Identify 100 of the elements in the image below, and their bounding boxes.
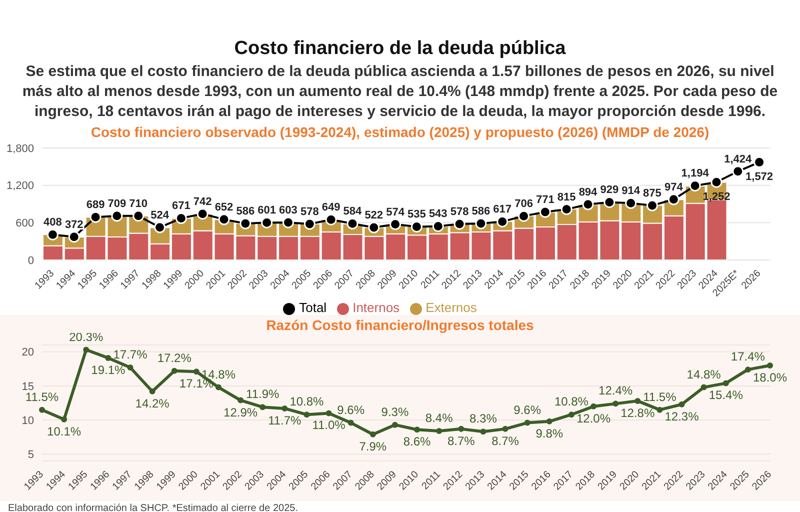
data-label: 771 — [536, 194, 554, 206]
point — [390, 218, 402, 230]
data-label: 875 — [643, 188, 662, 200]
point — [436, 428, 442, 434]
data-label: 1,424 — [724, 153, 753, 166]
point — [568, 412, 574, 418]
point — [590, 403, 597, 410]
point — [480, 428, 486, 435]
chart-title: Razón Costo financiero/Ingresos totales — [266, 317, 534, 333]
data-label: 710 — [129, 198, 148, 210]
point — [700, 384, 707, 390]
y-tick-label: 600 — [16, 218, 34, 230]
point — [326, 410, 332, 416]
data-label: 578 — [450, 206, 469, 218]
data-label: 12.0% — [576, 411, 611, 426]
data-label: 586 — [236, 206, 255, 218]
data-label: 10.8% — [554, 394, 589, 409]
y-tick-label: 20 — [22, 346, 34, 359]
data-label: 706 — [514, 198, 533, 210]
data-label: 522 — [364, 210, 384, 222]
data-label: 12.8% — [620, 406, 655, 420]
y-tick-label: 10 — [22, 414, 34, 427]
point — [105, 354, 112, 361]
legend-label: Total — [299, 300, 327, 315]
point — [218, 214, 230, 226]
data-label: 584 — [343, 206, 363, 218]
point — [524, 420, 530, 426]
data-label: 9.3% — [381, 404, 409, 419]
data-label: 914 — [622, 185, 641, 198]
data-label: 14.2% — [135, 396, 170, 410]
data-label: 689 — [86, 199, 105, 212]
point — [304, 218, 316, 230]
data-label: 10.1% — [47, 424, 82, 438]
point — [646, 200, 658, 212]
data-label: 408 — [44, 216, 62, 229]
point — [154, 222, 166, 234]
data-label: 671 — [172, 200, 190, 212]
y-tick-label: 1,800 — [6, 142, 34, 155]
point — [46, 228, 58, 240]
point — [215, 384, 222, 390]
point — [39, 406, 45, 413]
data-label: 603 — [279, 204, 298, 216]
data-label: 1,194 — [681, 168, 710, 180]
point — [193, 368, 200, 375]
data-label: 894 — [578, 186, 598, 198]
data-label: 742 — [193, 196, 212, 208]
data-label: 14.8% — [686, 367, 722, 382]
point — [175, 212, 187, 224]
chart-subtitle: Se estima que el costo financiero de la deuda pública ascienda a 1.57 billones de pesos en 2026, su nivel más alto al menos desde 1993, con un aumento real de 10.4% (148 mmdp) frente a 2025. Por cada peso de ingreso, 18 centavos irán al pago de intereses y servicio de la deuda, la mayor proporción desde 1996. — [21, 62, 779, 122]
point — [83, 346, 90, 353]
point — [260, 404, 266, 410]
data-label: 11.9% — [246, 387, 280, 402]
point — [149, 388, 156, 394]
data-label: 649 — [322, 202, 340, 214]
data-label: 12.9% — [224, 405, 258, 420]
data-label: 8.7% — [492, 434, 520, 448]
data-label: 709 — [108, 198, 126, 210]
data-label: 12.3% — [664, 409, 700, 424]
point — [732, 166, 744, 178]
point — [368, 222, 380, 234]
data-label: 11.0% — [312, 418, 346, 432]
text: Elaborado con información la SHCP. *Estimado al cierre de 2025. — [7, 503, 299, 512]
data-label: 586 — [472, 206, 490, 218]
data-label: 652 — [214, 201, 234, 214]
point — [392, 422, 398, 428]
point — [410, 220, 422, 232]
data-label: 17.2% — [157, 350, 192, 365]
point — [348, 420, 354, 426]
point — [458, 426, 464, 432]
point — [634, 398, 641, 404]
data-label: 9.6% — [337, 402, 365, 417]
data-label: 9.6% — [514, 402, 542, 417]
legend-label: Internos — [352, 300, 400, 315]
point — [678, 401, 685, 408]
point — [612, 400, 619, 407]
y-tick-label: 0 — [28, 254, 34, 267]
point — [668, 194, 680, 206]
point — [346, 218, 358, 230]
point — [496, 216, 508, 228]
point — [454, 218, 466, 230]
data-label: 535 — [408, 208, 426, 221]
y-tick-label: 1,200 — [6, 180, 34, 192]
point — [560, 204, 572, 216]
data-label: 372 — [64, 218, 84, 231]
data-label: 10.8% — [290, 394, 324, 409]
point — [414, 426, 420, 433]
data-label: 8.6% — [403, 434, 432, 449]
point — [656, 406, 663, 413]
data-label: 7.9% — [359, 439, 387, 454]
data-label: 543 — [428, 208, 448, 220]
point — [710, 176, 722, 188]
data-label: 17.7% — [113, 348, 148, 362]
point — [518, 210, 530, 222]
data-label: 524 — [150, 209, 170, 222]
chart-title: Costo financiero de la deuda pública — [233, 38, 567, 60]
point — [546, 418, 552, 424]
point — [582, 198, 594, 210]
data-label: 929 — [600, 184, 619, 196]
point — [61, 416, 68, 422]
data-label: 12.4% — [598, 384, 633, 398]
